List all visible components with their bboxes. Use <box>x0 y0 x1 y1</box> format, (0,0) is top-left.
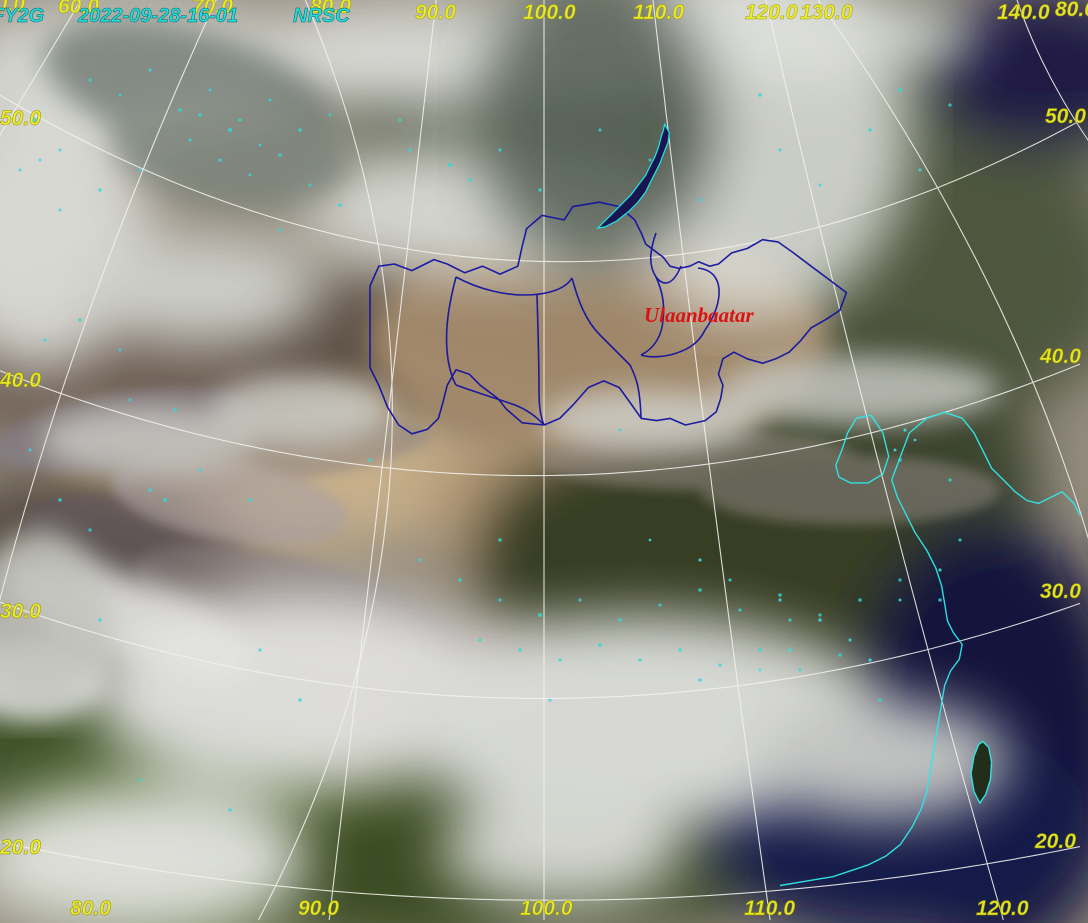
svg-text:20.0: 20.0 <box>0 836 41 859</box>
svg-text:120.0: 120.0 <box>976 897 1029 920</box>
svg-text:2022-09-28-16-01: 2022-09-28-16-01 <box>77 5 238 27</box>
svg-text:40.0: 40.0 <box>0 369 41 392</box>
svg-text:30.0: 30.0 <box>0 600 41 623</box>
svg-text:140.0: 140.0 <box>997 1 1050 24</box>
svg-text:50.0: 50.0 <box>1045 105 1086 128</box>
svg-text:100.0: 100.0 <box>523 1 576 24</box>
svg-text:NRSC: NRSC <box>293 5 350 27</box>
svg-text:110.0: 110.0 <box>744 897 795 920</box>
svg-text:80.0: 80.0 <box>70 897 111 920</box>
svg-text:130.0: 130.0 <box>800 1 853 24</box>
svg-text:FY2G: FY2G <box>0 5 44 27</box>
svg-text:120.0: 120.0 <box>745 1 798 24</box>
svg-text:90.0: 90.0 <box>298 897 339 920</box>
svg-text:50.0: 50.0 <box>0 107 41 130</box>
svg-text:110.0: 110.0 <box>633 1 684 24</box>
svg-text:30.0: 30.0 <box>1040 580 1081 603</box>
svg-text:90.0: 90.0 <box>415 1 456 24</box>
svg-text:100.0: 100.0 <box>520 897 573 920</box>
svg-text:Ulaanbaatar: Ulaanbaatar <box>644 303 755 327</box>
svg-text:40.0: 40.0 <box>1039 345 1081 368</box>
svg-text:20.0: 20.0 <box>1034 830 1076 853</box>
svg-text:80.0: 80.0 <box>1055 0 1088 21</box>
